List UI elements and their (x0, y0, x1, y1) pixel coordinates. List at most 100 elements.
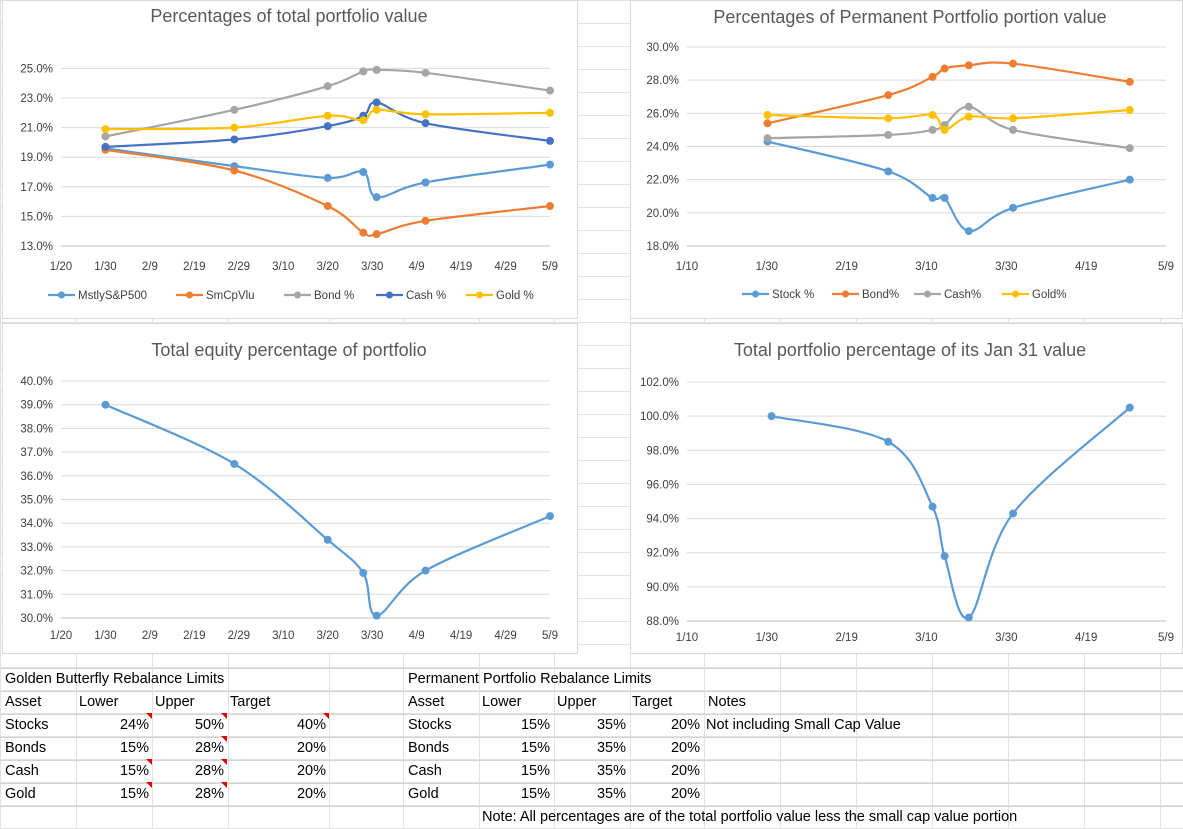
gb-stocks-lower[interactable]: 24% (119, 717, 149, 733)
pp-stocks-notes[interactable]: Not including Small Cap Value (706, 717, 901, 733)
data-point (359, 116, 368, 125)
golden-butterfly-table: Golden Butterfly Rebalance Limits Asset … (0, 668, 400, 818)
data-point (101, 132, 110, 141)
y-tick-label: 94.0% (646, 514, 679, 526)
x-tick-label: 3/10 (272, 261, 294, 273)
data-point (763, 134, 772, 143)
y-tick-label: 98.0% (646, 445, 679, 457)
gb-bonds-lower[interactable]: 15% (119, 740, 149, 756)
pp-gold-target[interactable]: 20% (670, 786, 700, 802)
legend-marker (476, 291, 483, 299)
data-point (101, 400, 110, 409)
gb-asset-cash[interactable]: Cash (5, 763, 39, 779)
data-point (230, 166, 239, 175)
x-tick-label: 2/19 (183, 261, 205, 273)
y-tick-label: 20.0% (646, 208, 679, 220)
comment-indicator[interactable] (221, 713, 227, 719)
x-tick-label: 2/29 (228, 630, 250, 642)
data-point (884, 437, 893, 446)
gb-cash-lower[interactable]: 15% (119, 763, 149, 779)
chart-permanent-portfolio-percentages[interactable]: Percentages of Permanent Portfolio porti… (630, 0, 1183, 319)
gb-gold-target[interactable]: 20% (296, 786, 326, 802)
x-tick-label: 4/9 (409, 630, 425, 642)
pp-asset-gold[interactable]: Gold (408, 786, 439, 802)
y-tick-label: 38.0% (20, 423, 53, 435)
gb-gold-upper[interactable]: 28% (194, 786, 224, 802)
data-point (928, 193, 937, 202)
gb-cash-upper[interactable]: 28% (194, 763, 224, 779)
gb-bonds-target[interactable]: 20% (296, 740, 326, 756)
comment-indicator[interactable] (323, 713, 329, 719)
pp-bonds-target[interactable]: 20% (670, 740, 700, 756)
pp-header-target: Target (632, 694, 673, 710)
legend-label: MstlyS&P500 (78, 290, 147, 302)
gb-asset-gold[interactable]: Gold (5, 786, 36, 802)
chart-border (2, 323, 578, 654)
pp-header-lower: Lower (482, 694, 522, 710)
legend-label: Cash % (406, 290, 446, 302)
gb-bonds-upper[interactable]: 28% (194, 740, 224, 756)
pp-asset-cash[interactable]: Cash (408, 763, 442, 779)
data-point (323, 202, 332, 211)
data-point (101, 125, 110, 134)
data-point (767, 412, 776, 421)
data-point (546, 108, 554, 117)
x-tick-label: 2/9 (142, 261, 158, 273)
comment-indicator[interactable] (221, 782, 227, 788)
x-tick-label: 2/19 (835, 632, 857, 644)
x-tick-label: 3/10 (915, 261, 937, 273)
pp-stocks-lower[interactable]: 15% (520, 717, 550, 733)
chart-total-equity-percentage[interactable]: Total equity percentage of portfolio 30.0… (2, 323, 578, 654)
pp-asset-stocks[interactable]: Stocks (408, 717, 452, 733)
legend-marker (842, 290, 849, 298)
pp-stocks-upper[interactable]: 35% (596, 717, 626, 733)
data-point (884, 130, 893, 139)
comment-indicator[interactable] (221, 736, 227, 742)
data-point (421, 68, 430, 77)
chart-portfolio-vs-jan31[interactable]: Total portfolio percentage of its Jan 31… (630, 323, 1183, 654)
x-tick-label: 4/19 (450, 261, 472, 273)
pp-gold-lower[interactable]: 15% (520, 786, 550, 802)
pp-cash-lower[interactable]: 15% (520, 763, 550, 779)
data-point (1125, 106, 1134, 115)
gb-stocks-upper[interactable]: 50% (194, 717, 224, 733)
x-tick-label: 1/30 (94, 261, 116, 273)
x-tick-label: 1/20 (50, 261, 72, 273)
legend-marker (186, 291, 193, 299)
data-point (372, 65, 381, 74)
x-tick-label: 3/30 (361, 261, 383, 273)
gb-asset-stocks[interactable]: Stocks (5, 717, 49, 733)
x-tick-label: 1/30 (756, 261, 778, 273)
pp-gold-upper[interactable]: 35% (596, 786, 626, 802)
pp-asset-bonds[interactable]: Bonds (408, 740, 450, 756)
pp-bonds-upper[interactable]: 35% (596, 740, 626, 756)
chart-title: Total equity percentage of portfolio (151, 340, 426, 360)
gb-asset-bonds[interactable]: Bonds (5, 740, 47, 756)
legend-label: SmCpVlu (206, 290, 255, 302)
data-point (323, 122, 332, 131)
data-point (964, 112, 973, 121)
x-tick-label: 5/9 (542, 630, 558, 642)
gb-gold-lower[interactable]: 15% (119, 786, 149, 802)
gb-stocks-target[interactable]: 40% (296, 717, 326, 733)
data-point (1125, 144, 1134, 153)
y-tick-label: 36.0% (20, 471, 53, 483)
x-tick-label: 1/10 (676, 261, 698, 273)
pp-bonds-lower[interactable]: 15% (520, 740, 550, 756)
gb-header-upper: Upper (155, 694, 195, 710)
pp-cash-target[interactable]: 20% (670, 763, 700, 779)
data-point (1009, 59, 1018, 68)
comment-indicator[interactable] (146, 759, 152, 765)
comment-indicator[interactable] (146, 713, 152, 719)
gb-cash-target[interactable]: 20% (296, 763, 326, 779)
data-point (323, 111, 332, 120)
data-point (421, 216, 430, 225)
comment-indicator[interactable] (146, 782, 152, 788)
comment-indicator[interactable] (221, 759, 227, 765)
x-tick-label: 3/10 (915, 632, 937, 644)
chart-border (630, 0, 1183, 319)
y-tick-label: 32.0% (20, 566, 53, 578)
pp-stocks-target[interactable]: 20% (670, 717, 700, 733)
pp-cash-upper[interactable]: 35% (596, 763, 626, 779)
chart-total-portfolio-percentages[interactable]: Percentages of total portfolio value 13.0… (2, 0, 578, 319)
